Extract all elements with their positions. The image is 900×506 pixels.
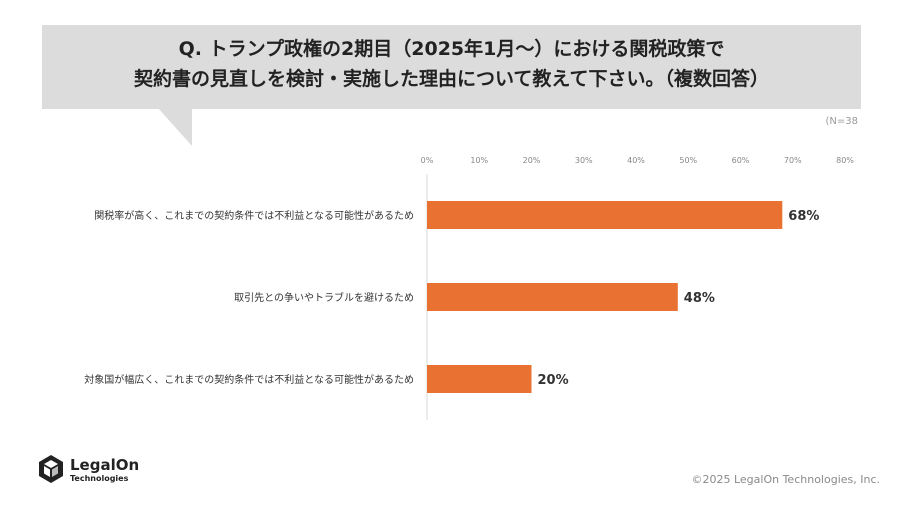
- bar: [427, 283, 678, 311]
- x-tick-label: 20%: [523, 156, 541, 165]
- x-tick-label: 30%: [575, 156, 593, 165]
- x-tick-label: 10%: [470, 156, 488, 165]
- question-line-2: 契約書の見直しを検討・実施した理由について教えて下さい。（複数回答）: [134, 68, 769, 90]
- category-label: 関税率が高く、これまでの契約条件では不利益となる可能性があるため: [94, 209, 414, 222]
- logo-subtitle: Technologies: [70, 474, 129, 483]
- x-tick-label: 40%: [627, 156, 645, 165]
- question-box: [42, 25, 861, 109]
- question-box-tail: [158, 108, 192, 146]
- x-tick-label: 50%: [679, 156, 697, 165]
- x-tick-label: 60%: [732, 156, 750, 165]
- sample-size: (N=38: [825, 116, 859, 127]
- question-text: Q. トランプ政権の2期目（2025年1月～）における関税政策で 契約書の見直し…: [42, 34, 861, 94]
- copyright: ©2025 LegalOn Technologies, Inc.: [691, 473, 880, 486]
- data-label: 48%: [684, 291, 715, 306]
- x-tick-label: 0%: [421, 156, 434, 165]
- x-tick-label: 70%: [784, 156, 802, 165]
- logo-name: LegalOn: [70, 456, 140, 474]
- question-line-1: Q. トランプ政権の2期目（2025年1月～）における関税政策で: [178, 38, 725, 60]
- x-tick-label: 80%: [836, 156, 854, 165]
- category-label: 取引先との争いやトラブルを避けるため: [234, 291, 414, 304]
- data-label: 68%: [788, 209, 819, 224]
- category-label: 対象国が幅広く、これまでの契約条件では不利益となる可能性があるため: [84, 373, 414, 386]
- legalon-logo-icon: [39, 455, 63, 483]
- bar: [427, 201, 783, 229]
- bar: [427, 365, 532, 393]
- data-label: 20%: [538, 373, 569, 388]
